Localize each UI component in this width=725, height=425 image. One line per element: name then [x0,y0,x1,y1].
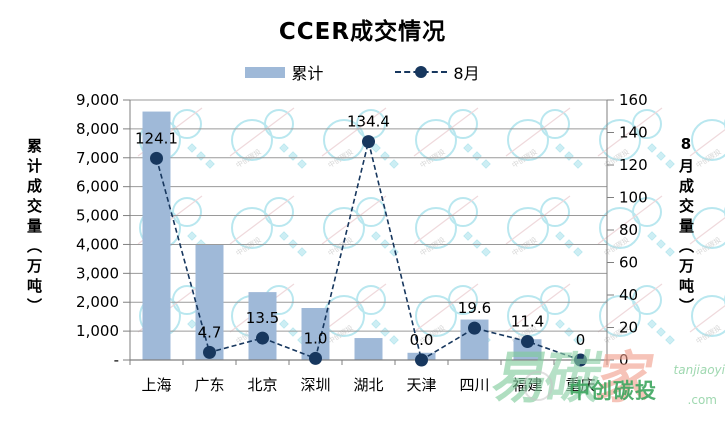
marker-重庆[interactable] [574,353,587,367]
marker-四川[interactable] [468,321,481,335]
value-label: 4.7 [198,323,222,341]
right-tick-label: 20 [619,319,638,337]
bar-series-swatch [245,66,286,78]
line-series [155,141,581,362]
value-label: 13.5 [246,309,279,327]
category-label-天津: 天津 [406,376,436,394]
left-tick-label: 3,000 [76,264,119,282]
marker-天津[interactable] [415,353,428,367]
left-tick-label: 2,000 [76,293,119,311]
left-tick-label: 6,000 [76,178,119,196]
legend-label-august: 8月 [453,64,480,83]
marker-广东[interactable] [203,345,216,359]
right-tick-label: 40 [619,286,638,304]
right-tick-label: 140 [619,124,648,142]
category-label-上海: 上海 [141,376,171,394]
marker-湖北[interactable] [362,135,375,149]
value-label: 124.1 [135,129,178,147]
marker-上海[interactable] [150,151,163,165]
marker-深圳[interactable] [309,351,322,365]
category-label-深圳: 深圳 [300,376,330,394]
value-label: 1.0 [304,329,328,347]
right-tick-label: 160 [619,91,648,109]
legend: 累计 8月 [0,60,725,84]
left-tick-label: 9,000 [76,91,119,109]
x-axis-labels: 上海 广东 北京 深圳 湖北 天津 四川 福建 重庆 [141,376,595,394]
value-label: 0.0 [410,331,434,349]
category-label-四川: 四川 [459,376,489,394]
left-tick-label: - [114,351,119,369]
right-tick-label: 120 [619,156,648,174]
value-labels: 124.1 4.7 13.5 1.0 134.4 0.0 19.6 11.4 0 [135,113,585,349]
category-label-湖北: 湖北 [353,376,383,394]
line-marker-icon [415,66,428,78]
right-axis-tick-labels: 0 20 40 60 80 100 120 140 160 [619,91,648,369]
bar-广东[interactable] [195,245,224,360]
bar-上海[interactable] [142,111,171,360]
bar-深圳[interactable] [301,308,330,360]
axes [123,99,614,365]
right-tick-label: 60 [619,254,638,272]
category-label-福建: 福建 [512,376,542,394]
background-watermark-pattern [130,92,725,360]
left-axis-title: 累计成交量（万吨） [25,138,43,318]
value-label: 11.4 [511,312,544,330]
value-label: 0 [576,331,586,349]
legend-item-cumulative[interactable]: 累计 [245,60,323,84]
left-tick-label: 8,000 [76,120,119,138]
value-label: 19.6 [458,299,491,317]
left-tick-label: 5,000 [76,207,119,225]
value-label: 134.4 [347,113,390,131]
legend-item-august[interactable]: 8月 [395,60,480,84]
marker-福建[interactable] [521,334,534,348]
line-series-swatch [395,65,448,79]
left-tick-label: 4,000 [76,235,119,253]
legend-label-cumulative: 累计 [291,64,324,83]
chart-title: CCER成交情况 [278,19,447,45]
category-label-广东: 广东 [194,376,224,394]
category-label-北京: 北京 [247,376,277,394]
marker-北京[interactable] [256,331,269,345]
bar-北京[interactable] [248,292,277,360]
bar-湖北[interactable] [354,338,383,360]
left-tick-label: 1,000 [76,322,119,340]
left-tick-label: 7,000 [76,149,119,167]
right-tick-label: 0 [619,351,629,369]
left-axis-tick-labels: - 1,000 2,000 3,000 4,000 5,000 6,000 7,000 8,00… [76,91,119,369]
right-tick-label: 100 [619,189,648,207]
right-axis-title: 8月成交量（万吨） [677,135,695,318]
line-markers [150,135,587,367]
category-label-重庆: 重庆 [565,376,595,394]
right-tick-label: 80 [619,221,638,239]
